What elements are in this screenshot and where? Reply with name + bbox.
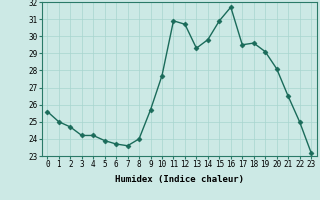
X-axis label: Humidex (Indice chaleur): Humidex (Indice chaleur) [115,175,244,184]
